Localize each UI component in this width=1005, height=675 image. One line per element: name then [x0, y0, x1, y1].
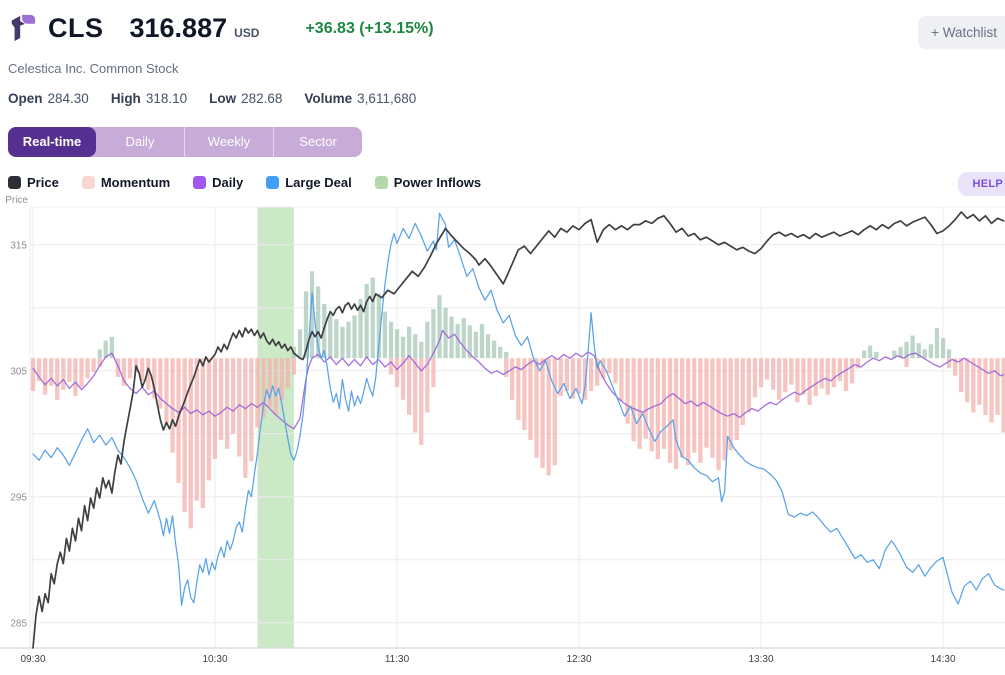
stat-high: High 318.10	[111, 91, 187, 106]
change-percent: (+13.15%)	[359, 20, 433, 37]
brand-logo-icon	[8, 12, 38, 44]
help-button[interactable]: HELP	[958, 172, 1005, 196]
price-swatch-icon	[8, 176, 21, 189]
svg-text:295: 295	[10, 492, 27, 503]
svg-text:13:30: 13:30	[748, 654, 773, 665]
legend-momentum: Momentum	[82, 175, 170, 190]
svg-text:10:30: 10:30	[202, 654, 227, 665]
daily-swatch-icon	[193, 176, 206, 189]
tab-daily[interactable]: Daily	[96, 127, 184, 157]
legend-large-deal-label: Large Deal	[285, 175, 351, 190]
stat-open-label: Open	[8, 91, 43, 106]
svg-text:09:30: 09:30	[20, 654, 45, 665]
stat-low-label: Low	[209, 91, 236, 106]
svg-text:14:30: 14:30	[930, 654, 955, 665]
legend-daily: Daily	[193, 175, 243, 190]
daily-stats-row: Open 284.30 High 318.10 Low 282.68 Volume 3,…	[8, 91, 438, 106]
company-name: Celestica Inc. Common Stock	[8, 61, 179, 76]
stat-volume: Volume 3,611,680	[304, 91, 416, 106]
y-axis-title: Price	[5, 195, 28, 206]
legend-momentum-label: Momentum	[101, 175, 170, 190]
price-change: +36.83 (+13.15%)	[305, 20, 433, 38]
add-watchlist-button[interactable]: + Watchlist	[918, 16, 1005, 49]
svg-text:305: 305	[10, 366, 27, 377]
change-value: +36.83	[305, 20, 354, 37]
legend-daily-label: Daily	[212, 175, 243, 190]
tab-weekly[interactable]: Weekly	[184, 127, 273, 157]
stat-open-value: 284.30	[48, 91, 89, 106]
power-inflows-swatch-icon	[375, 176, 388, 189]
momentum-swatch-icon	[82, 176, 95, 189]
stat-low: Low 282.68	[209, 91, 282, 106]
ticker-symbol: CLS	[48, 13, 104, 44]
currency-label: USD	[234, 26, 259, 40]
svg-text:285: 285	[10, 618, 27, 629]
tab-sector[interactable]: Sector	[273, 127, 362, 157]
stat-volume-value: 3,611,680	[357, 91, 416, 106]
stat-volume-label: Volume	[304, 91, 352, 106]
highlight-band	[258, 207, 294, 648]
large-deal-swatch-icon	[266, 176, 279, 189]
current-price: 316.887	[130, 13, 228, 44]
stat-low-value: 282.68	[241, 91, 282, 106]
chart-legend: Price Momentum Daily Large Deal Power In…	[8, 175, 481, 190]
legend-price-label: Price	[27, 175, 59, 190]
stat-high-value: 318.10	[146, 91, 187, 106]
svg-text:12:30: 12:30	[566, 654, 591, 665]
legend-price: Price	[8, 175, 59, 190]
svg-text:315: 315	[10, 240, 27, 251]
stat-open: Open 284.30	[8, 91, 89, 106]
legend-power-inflows: Power Inflows	[375, 175, 481, 190]
stat-high-label: High	[111, 91, 141, 106]
price-chart[interactable]: Price 315 305 295 285 09:30 10:30 11:30 12:30 13:…	[0, 195, 1005, 670]
legend-power-inflows-label: Power Inflows	[394, 175, 481, 190]
timeframe-tabs: Real-time Daily Weekly Sector	[8, 127, 362, 157]
svg-text:11:30: 11:30	[385, 654, 410, 665]
header: CLS 316.887 USD +36.83 (+13.15%)	[8, 12, 434, 44]
legend-large-deal: Large Deal	[266, 175, 351, 190]
tab-real-time[interactable]: Real-time	[8, 127, 96, 157]
